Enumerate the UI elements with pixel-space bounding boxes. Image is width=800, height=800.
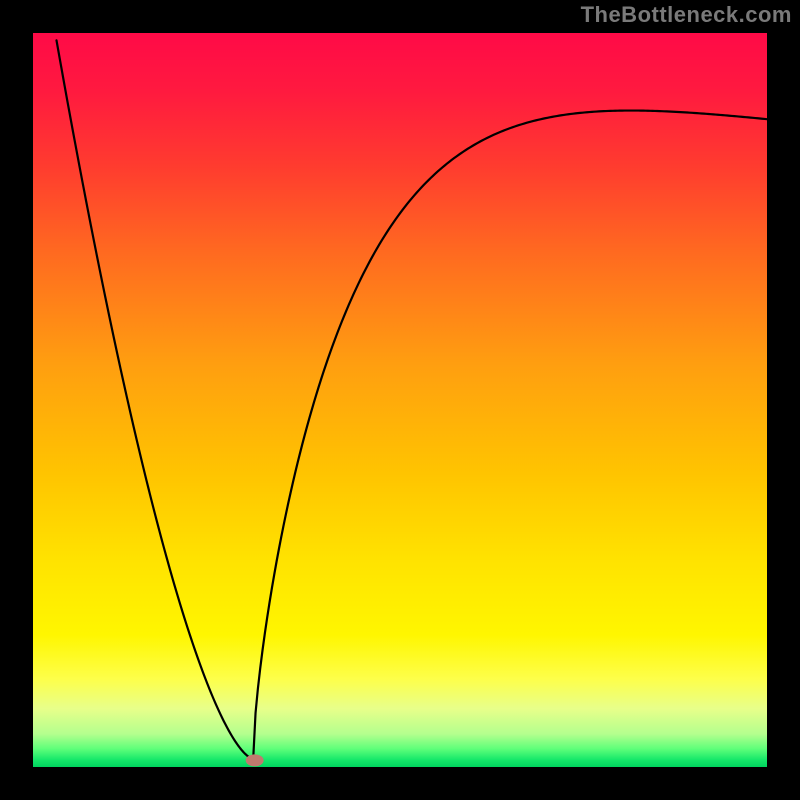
valley-marker [246, 754, 264, 766]
plot-area [33, 33, 767, 767]
watermark-text: TheBottleneck.com [581, 2, 792, 28]
bottleneck-chart [0, 0, 800, 800]
